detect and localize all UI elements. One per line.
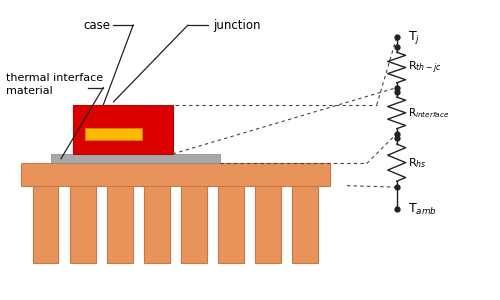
- Bar: [32, 186, 58, 263]
- Bar: [107, 186, 132, 263]
- Text: R$_{th-jc}$: R$_{th-jc}$: [408, 59, 442, 76]
- Bar: [22, 164, 330, 186]
- Text: T$_j$: T$_j$: [408, 28, 420, 46]
- Text: R$_{hs}$: R$_{hs}$: [408, 156, 426, 170]
- Bar: [181, 186, 207, 263]
- Bar: [292, 186, 318, 263]
- Bar: [256, 186, 281, 263]
- Bar: [74, 105, 173, 154]
- Text: case: case: [84, 19, 111, 32]
- Bar: [51, 154, 220, 164]
- Bar: [70, 186, 96, 263]
- Text: R$_{interface}$: R$_{interface}$: [408, 106, 449, 120]
- Bar: [218, 186, 244, 263]
- Bar: [85, 128, 142, 140]
- Text: T$_{amb}$: T$_{amb}$: [408, 202, 436, 217]
- Text: thermal interface
material: thermal interface material: [6, 74, 103, 96]
- Text: junction: junction: [212, 19, 260, 32]
- Bar: [144, 186, 170, 263]
